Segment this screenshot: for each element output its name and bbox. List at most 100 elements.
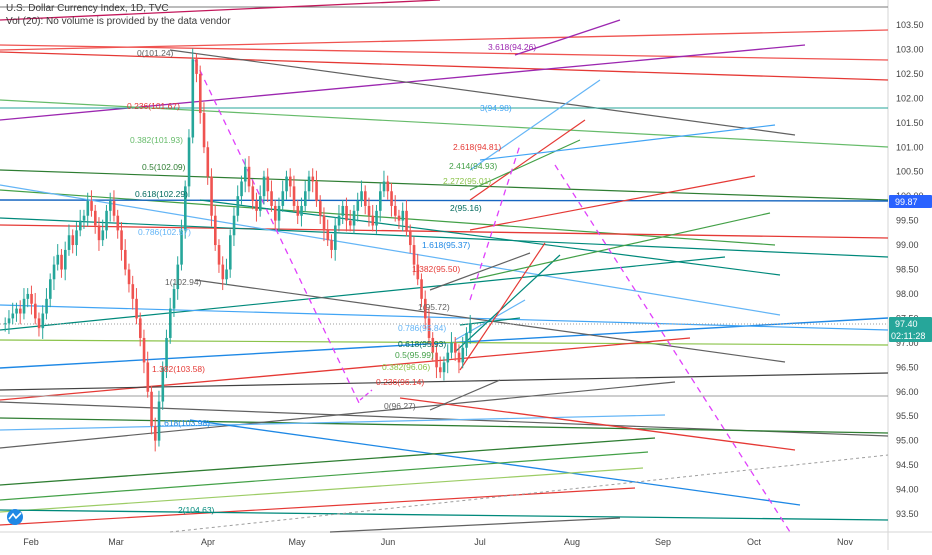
- projection-line[interactable]: [194, 59, 361, 406]
- drawing-lines[interactable]: [0, 0, 889, 533]
- candle-body[interactable]: [337, 215, 341, 226]
- candle-body[interactable]: [146, 362, 150, 392]
- candle-body[interactable]: [379, 191, 382, 211]
- candle-body[interactable]: [236, 196, 240, 216]
- candle-body[interactable]: [37, 318, 41, 329]
- candle-body[interactable]: [112, 201, 116, 216]
- candle-body[interactable]: [206, 147, 210, 177]
- candle-body[interactable]: [356, 201, 360, 211]
- candle-body[interactable]: [304, 191, 307, 206]
- candle-body[interactable]: [214, 215, 217, 246]
- candle-body[interactable]: [86, 201, 90, 216]
- candle-body[interactable]: [315, 181, 318, 202]
- candlesticks[interactable]: [4, 48, 472, 452]
- trend-line[interactable]: [0, 256, 726, 331]
- candle-body[interactable]: [364, 191, 367, 206]
- trend-line[interactable]: [0, 451, 649, 501]
- candle-body[interactable]: [225, 269, 228, 280]
- candle-body[interactable]: [157, 401, 161, 441]
- candle-body[interactable]: [67, 235, 71, 250]
- candle-body[interactable]: [217, 245, 221, 265]
- candle-body[interactable]: [127, 269, 131, 285]
- price-axis[interactable]: 103.50 103.00 102.50 102.00 101.50 101.00 100.…: [896, 20, 924, 519]
- candle-body[interactable]: [397, 215, 401, 221]
- candle-body[interactable]: [431, 337, 435, 353]
- candle-body[interactable]: [311, 176, 315, 182]
- candle-body[interactable]: [79, 220, 82, 231]
- candle-body[interactable]: [172, 289, 176, 309]
- candle-body[interactable]: [97, 225, 101, 241]
- trend-line[interactable]: [189, 419, 801, 506]
- candle-body[interactable]: [409, 230, 412, 246]
- candle-body[interactable]: [247, 166, 251, 187]
- candle-body[interactable]: [191, 59, 195, 138]
- candle-body[interactable]: [165, 337, 168, 368]
- candle-body[interactable]: [277, 205, 281, 221]
- candle-body[interactable]: [454, 342, 457, 353]
- candle-body[interactable]: [319, 201, 322, 216]
- fan-line[interactable]: [429, 379, 501, 411]
- candle-body[interactable]: [90, 201, 93, 211]
- candle-body[interactable]: [161, 367, 165, 402]
- candle-body[interactable]: [11, 313, 15, 319]
- candle-body[interactable]: [210, 176, 213, 216]
- candle-body[interactable]: [334, 225, 337, 250]
- candle-body[interactable]: [435, 352, 438, 368]
- candle-body[interactable]: [120, 230, 123, 250]
- candle-body[interactable]: [187, 137, 191, 187]
- candle-body[interactable]: [150, 391, 153, 426]
- trend-line[interactable]: [0, 51, 889, 81]
- candle-body[interactable]: [412, 245, 416, 265]
- trend-line[interactable]: [0, 337, 691, 401]
- candle-body[interactable]: [341, 205, 345, 216]
- candle-body[interactable]: [469, 323, 472, 334]
- candle-body[interactable]: [139, 318, 142, 338]
- trend-line[interactable]: [399, 397, 796, 451]
- fan-line[interactable]: [429, 252, 531, 291]
- candle-body[interactable]: [41, 313, 45, 329]
- candle-body[interactable]: [22, 298, 26, 314]
- candle-body[interactable]: [439, 367, 442, 373]
- candle-body[interactable]: [405, 210, 408, 231]
- trend-line[interactable]: [0, 437, 656, 486]
- candle-body[interactable]: [259, 196, 262, 211]
- trend-line[interactable]: [329, 517, 621, 533]
- candle-body[interactable]: [75, 230, 78, 246]
- projection-line[interactable]: [469, 144, 521, 301]
- candle-body[interactable]: [390, 191, 393, 206]
- candle-body[interactable]: [296, 205, 300, 216]
- candle-body[interactable]: [367, 205, 371, 216]
- trend-line[interactable]: [0, 99, 889, 148]
- tradingview-logo-icon[interactable]: [7, 509, 23, 525]
- candle-body[interactable]: [56, 254, 60, 265]
- candle-body[interactable]: [416, 264, 420, 280]
- candle-body[interactable]: [105, 210, 108, 231]
- fan-line[interactable]: [469, 175, 756, 231]
- candle-body[interactable]: [285, 176, 288, 192]
- candle-body[interactable]: [244, 166, 247, 182]
- candle-body[interactable]: [465, 333, 468, 348]
- candle-body[interactable]: [240, 181, 243, 197]
- trend-line[interactable]: [514, 19, 621, 56]
- trend-line[interactable]: [0, 417, 889, 434]
- candle-body[interactable]: [262, 176, 266, 197]
- fan-line[interactable]: [469, 119, 586, 201]
- fan-line[interactable]: [469, 139, 581, 191]
- trend-line[interactable]: [0, 487, 636, 526]
- candle-body[interactable]: [94, 210, 97, 226]
- candle-body[interactable]: [345, 205, 348, 221]
- candle-body[interactable]: [184, 186, 187, 231]
- candle-body[interactable]: [326, 230, 330, 241]
- candle-body[interactable]: [424, 298, 427, 319]
- trend-line[interactable]: [0, 304, 889, 331]
- candle-body[interactable]: [292, 186, 296, 206]
- candle-body[interactable]: [34, 303, 37, 319]
- candle-body[interactable]: [427, 318, 431, 338]
- candle-body[interactable]: [289, 176, 292, 187]
- candle-body[interactable]: [394, 205, 397, 216]
- trend-line[interactable]: [0, 339, 889, 346]
- time-axis[interactable]: Feb Mar Apr May Jun Jul Aug Sep Oct Nov: [23, 537, 853, 547]
- candle-body[interactable]: [386, 181, 390, 192]
- candle-body[interactable]: [169, 308, 172, 338]
